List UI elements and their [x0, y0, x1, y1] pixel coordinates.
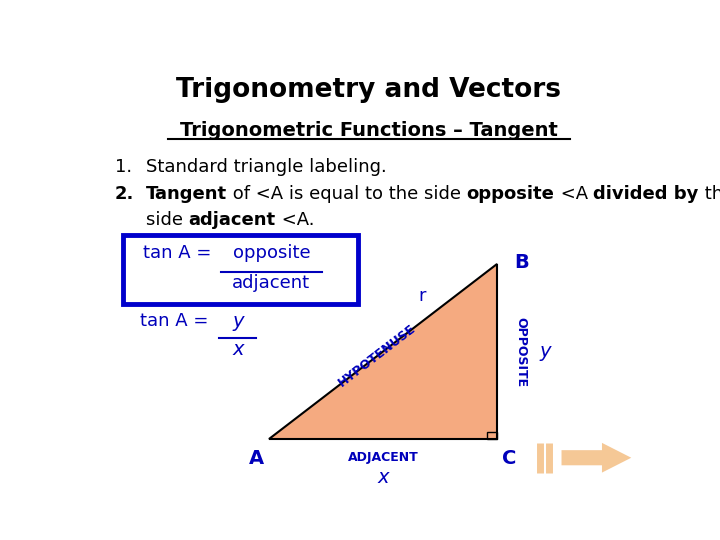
Text: C: C [503, 449, 517, 468]
Text: tan A =: tan A = [143, 244, 217, 261]
Text: <A.: <A. [276, 211, 314, 229]
Text: tan A =: tan A = [140, 312, 215, 330]
Text: OPPOSITE: OPPOSITE [514, 316, 527, 387]
Text: adjacent: adjacent [189, 211, 276, 229]
Text: opposite: opposite [233, 244, 310, 261]
Text: ADJACENT: ADJACENT [348, 451, 418, 464]
Text: Trigonometric Functions – Tangent: Trigonometric Functions – Tangent [180, 121, 558, 140]
Text: adjacent: adjacent [233, 274, 310, 292]
Text: B: B [514, 253, 528, 272]
Text: 2.: 2. [115, 185, 135, 204]
Text: Standard triangle labeling.: Standard triangle labeling. [145, 158, 387, 177]
Text: side: side [145, 211, 189, 229]
Text: Trigonometry and Vectors: Trigonometry and Vectors [176, 77, 562, 103]
Text: x: x [232, 341, 243, 360]
Text: the: the [699, 185, 720, 204]
Text: of <A is equal to the side: of <A is equal to the side [227, 185, 467, 204]
Text: opposite: opposite [467, 185, 554, 204]
Text: 1.: 1. [115, 158, 132, 177]
Text: A: A [248, 449, 264, 468]
Polygon shape [562, 443, 631, 472]
Text: HYPOTENUSE: HYPOTENUSE [336, 322, 418, 390]
Text: x: x [377, 468, 389, 487]
Text: y: y [232, 312, 243, 331]
Text: <A: <A [554, 185, 593, 204]
Polygon shape [269, 265, 498, 439]
Text: r: r [418, 287, 426, 305]
FancyBboxPatch shape [124, 235, 358, 304]
Text: divided by: divided by [593, 185, 699, 204]
Text: Tangent: Tangent [145, 185, 227, 204]
Text: y: y [539, 342, 551, 361]
